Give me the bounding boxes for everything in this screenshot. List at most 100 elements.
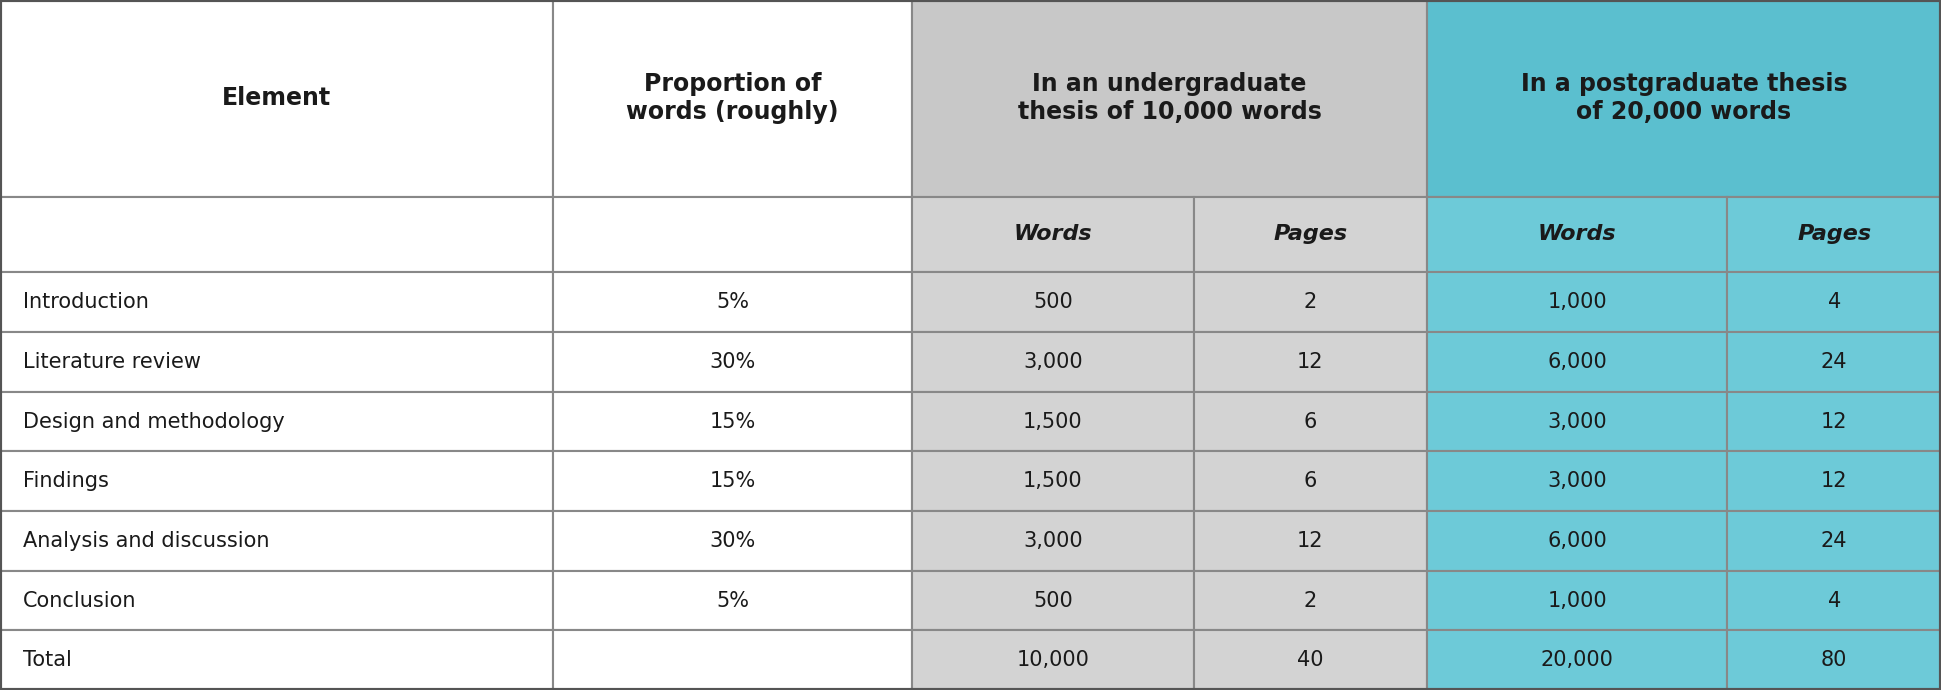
Bar xyxy=(553,631,912,690)
Text: Words: Words xyxy=(1013,224,1093,244)
Bar xyxy=(912,392,1194,451)
Bar xyxy=(0,511,553,571)
Text: Pages: Pages xyxy=(1273,224,1347,244)
Text: 12: 12 xyxy=(1297,352,1324,372)
Text: 500: 500 xyxy=(1033,293,1073,313)
Text: 6,000: 6,000 xyxy=(1547,352,1607,372)
Bar xyxy=(1427,0,1941,197)
Text: Conclusion: Conclusion xyxy=(23,591,136,611)
Bar xyxy=(1427,451,1727,511)
Bar xyxy=(1427,392,1727,451)
Bar xyxy=(0,0,553,197)
Text: 1,000: 1,000 xyxy=(1547,293,1607,313)
Text: 20,000: 20,000 xyxy=(1541,650,1613,670)
Text: 3,000: 3,000 xyxy=(1023,531,1083,551)
Text: 40: 40 xyxy=(1297,650,1324,670)
Bar xyxy=(553,392,912,451)
Bar xyxy=(553,273,912,332)
Text: 24: 24 xyxy=(1821,352,1848,372)
Text: 12: 12 xyxy=(1821,471,1848,491)
Text: Introduction: Introduction xyxy=(23,293,149,313)
Text: Findings: Findings xyxy=(23,471,109,491)
Text: 80: 80 xyxy=(1821,650,1848,670)
Text: 10,000: 10,000 xyxy=(1017,650,1089,670)
Bar xyxy=(1194,451,1427,511)
Text: In an undergraduate
thesis of 10,000 words: In an undergraduate thesis of 10,000 wor… xyxy=(1017,72,1322,124)
Bar xyxy=(0,392,553,451)
Text: 2: 2 xyxy=(1304,293,1316,313)
Text: 30%: 30% xyxy=(710,531,755,551)
Text: 6: 6 xyxy=(1304,471,1316,491)
Bar xyxy=(1194,197,1427,273)
Bar xyxy=(1727,451,1941,511)
Bar xyxy=(912,0,1427,197)
Bar xyxy=(912,451,1194,511)
Text: 4: 4 xyxy=(1828,293,1840,313)
Bar xyxy=(1727,571,1941,631)
Bar xyxy=(1194,631,1427,690)
Text: In a postgraduate thesis
of 20,000 words: In a postgraduate thesis of 20,000 words xyxy=(1520,72,1848,124)
Bar xyxy=(0,273,553,332)
Bar xyxy=(912,571,1194,631)
Bar xyxy=(1427,631,1727,690)
Bar xyxy=(1194,273,1427,332)
Text: 15%: 15% xyxy=(710,411,755,431)
Bar xyxy=(1727,392,1941,451)
Text: Design and methodology: Design and methodology xyxy=(23,411,285,431)
Bar xyxy=(1194,332,1427,392)
Text: 3,000: 3,000 xyxy=(1547,471,1607,491)
Text: 1,000: 1,000 xyxy=(1547,591,1607,611)
Text: 12: 12 xyxy=(1821,411,1848,431)
Bar xyxy=(1727,511,1941,571)
Bar xyxy=(0,631,553,690)
Text: 5%: 5% xyxy=(716,293,749,313)
Text: 2: 2 xyxy=(1304,591,1316,611)
Bar xyxy=(1194,392,1427,451)
Text: Total: Total xyxy=(23,650,72,670)
Text: 6: 6 xyxy=(1304,411,1316,431)
Text: 15%: 15% xyxy=(710,471,755,491)
Text: Element: Element xyxy=(221,86,332,110)
Bar xyxy=(0,571,553,631)
Bar xyxy=(553,571,912,631)
Text: 500: 500 xyxy=(1033,591,1073,611)
Text: Analysis and discussion: Analysis and discussion xyxy=(23,531,270,551)
Bar xyxy=(1194,571,1427,631)
Text: Proportion of
words (roughly): Proportion of words (roughly) xyxy=(627,72,839,124)
Text: 5%: 5% xyxy=(716,591,749,611)
Text: 24: 24 xyxy=(1821,531,1848,551)
Bar xyxy=(1427,332,1727,392)
Text: 1,500: 1,500 xyxy=(1023,471,1083,491)
Text: 3,000: 3,000 xyxy=(1023,352,1083,372)
Bar xyxy=(912,332,1194,392)
Text: Literature review: Literature review xyxy=(23,352,202,372)
Bar xyxy=(1427,571,1727,631)
Bar xyxy=(553,451,912,511)
Text: 4: 4 xyxy=(1828,591,1840,611)
Bar xyxy=(1427,197,1727,273)
Bar xyxy=(0,332,553,392)
Text: 6,000: 6,000 xyxy=(1547,531,1607,551)
Bar xyxy=(1727,631,1941,690)
Text: Words: Words xyxy=(1537,224,1617,244)
Bar xyxy=(553,511,912,571)
Text: 1,500: 1,500 xyxy=(1023,411,1083,431)
Bar xyxy=(553,332,912,392)
Bar xyxy=(1194,511,1427,571)
Text: 3,000: 3,000 xyxy=(1547,411,1607,431)
Bar xyxy=(912,631,1194,690)
Bar xyxy=(553,197,912,273)
Bar xyxy=(1427,511,1727,571)
Bar xyxy=(0,197,553,273)
Bar xyxy=(553,0,912,197)
Bar xyxy=(912,197,1194,273)
Bar xyxy=(912,273,1194,332)
Bar xyxy=(1727,197,1941,273)
Bar xyxy=(1727,273,1941,332)
Bar xyxy=(912,511,1194,571)
Text: 30%: 30% xyxy=(710,352,755,372)
Bar xyxy=(0,451,553,511)
Text: 12: 12 xyxy=(1297,531,1324,551)
Bar xyxy=(1427,273,1727,332)
Bar xyxy=(1727,332,1941,392)
